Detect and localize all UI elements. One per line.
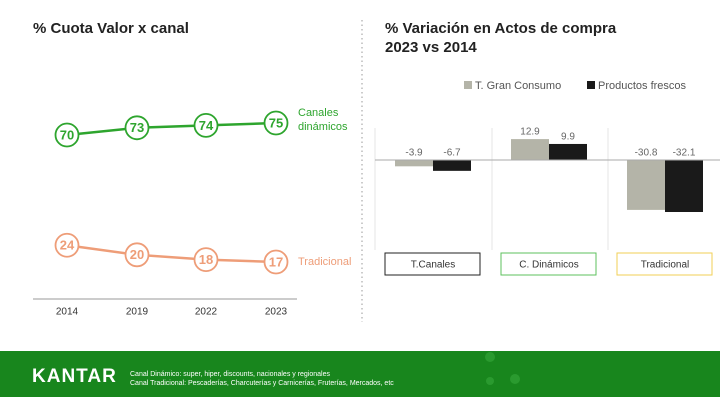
bar [433,160,471,171]
point [193,247,219,273]
bar [511,139,549,160]
x-tick-label: 2023 [265,307,288,318]
note: Canal Tradicional: Pescaderías, Charcute… [130,380,394,387]
footer-band [0,351,720,397]
series-label: Tradicional [298,256,352,268]
x-tick-label: 2022 [195,307,218,318]
legend-swatch [464,81,472,89]
footer-notes: Canal Dinámico: super, hiper, discounts,… [130,370,394,388]
data-label: 75 [269,115,283,130]
legend-label: T. Gran Consumo [475,80,561,92]
data-label: 18 [199,252,213,267]
category-label: C. Dinámicos [519,260,578,271]
data-label: 12.9 [520,127,540,138]
data-label: 9.9 [561,132,575,143]
category-label: Tradicional [641,260,690,271]
data-label: 73 [130,120,144,135]
x-tick-label: 2019 [126,307,149,318]
data-label: 74 [199,118,214,133]
chart-title: % Cuota Valor x canal [33,20,189,37]
point [193,112,219,138]
decoration [485,352,495,362]
point [124,242,150,268]
x-tick-label: 2014 [56,307,79,318]
point [263,249,289,275]
chart-title: % Variación en Actos de compra 2023 vs 2… [385,20,617,56]
point [54,122,80,148]
category-label: T.Canales [411,260,455,271]
data-label: 70 [60,127,74,142]
legend-label: Productos frescos [598,80,687,92]
point [54,232,80,258]
bar [665,160,703,213]
point [124,115,150,141]
data-label: 17 [269,254,283,269]
data-label: -3.9 [405,148,423,159]
category-box [616,252,713,276]
data-label: -32.1 [673,148,696,159]
bar [627,160,665,210]
bar [395,160,433,167]
point [263,110,289,136]
data-label: -6.7 [443,148,461,159]
category-box [384,252,481,276]
bar [549,143,587,160]
data-label: 20 [130,247,144,262]
logo: KANTAR [32,366,117,387]
data-label: -30.8 [635,148,658,159]
line [66,121,277,137]
line [66,243,277,264]
data-label: 24 [60,238,75,253]
decoration [486,377,494,385]
series-label: Canales dinámicos [298,107,348,133]
decoration [510,374,520,384]
legend-swatch [587,81,595,89]
category-box [500,252,597,276]
note: Canal Dinámico: super, hiper, discounts,… [130,371,331,378]
